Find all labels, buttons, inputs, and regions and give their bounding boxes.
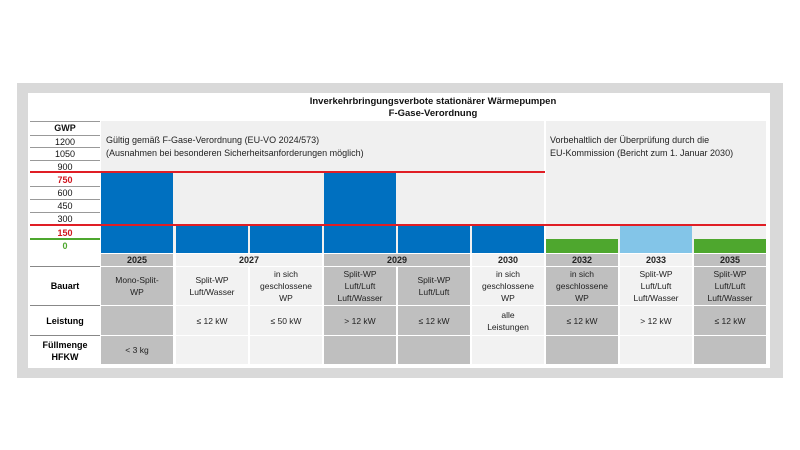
- cell-bauart: in sich geschlossene WP: [250, 267, 322, 305]
- note-line: EU-Kommission (Bericht zum 1. Januar 203…: [550, 148, 734, 158]
- axis-tick: 600: [30, 186, 100, 199]
- axis-tick: 1200: [30, 135, 100, 148]
- year-header: 2033: [620, 254, 692, 266]
- note-valid: Gültig gemäß F-Gase-Verordnung (EU-VO 20…: [106, 134, 364, 160]
- year-header: 2032: [546, 254, 618, 266]
- cell-bauart: Split-WP Luft/Luft Luft/Wasser: [694, 267, 766, 305]
- note-line: Vorbehaltlich der Überprüfung durch die: [550, 135, 710, 145]
- bar-2029: [324, 173, 396, 253]
- limit-line-750: [30, 171, 545, 173]
- cell-leistung: > 12 kW: [620, 306, 692, 335]
- title: Inverkehrbringungsverbote stationärer Wä…: [309, 96, 557, 107]
- cell-leistung: ≤ 50 kW: [250, 306, 322, 335]
- note-line: Gültig gemäß F-Gase-Verordnung (EU-VO 20…: [106, 135, 320, 145]
- axis-tick: 450: [30, 199, 100, 212]
- cell-fuellmenge: [398, 336, 470, 364]
- cell-leistung: ≤ 12 kW: [398, 306, 470, 335]
- axis-tick: 0: [62, 241, 68, 251]
- cell-leistung: ≤ 12 kW: [694, 306, 766, 335]
- bar-2027: [176, 226, 248, 253]
- row-label-leistung: Leistung: [30, 305, 100, 335]
- axis-tick: 300: [30, 212, 100, 225]
- cell-fuellmenge: [546, 336, 618, 364]
- cell-fuellmenge: < 3 kg: [101, 336, 173, 364]
- cell-bauart: Split-WP Luft/Luft: [398, 267, 470, 305]
- axis-label: GWP: [30, 121, 100, 134]
- year-header: 2035: [694, 254, 766, 266]
- bar-2030: [472, 226, 544, 253]
- bar-2033: [620, 226, 692, 253]
- year-header: 2025: [101, 254, 173, 266]
- cell-fuellmenge: [176, 336, 248, 364]
- subtitle: F-Gase-Verordnung: [388, 108, 478, 119]
- axis-tick: 750: [57, 175, 73, 185]
- row-label-fuellmenge: Füllmenge HFKW: [30, 335, 100, 365]
- cell-fuellmenge: [250, 336, 322, 364]
- cell-leistung: ≤ 12 kW: [546, 306, 618, 335]
- cell-bauart: Split-WP Luft/Luft Luft/Wasser: [620, 267, 692, 305]
- cell-bauart: Split-WP Luft/Luft Luft/Wasser: [324, 267, 396, 305]
- row-label-fuellmenge-text: HFKW: [51, 351, 79, 362]
- limit-line-150: [30, 224, 766, 226]
- cell-fuellmenge: [620, 336, 692, 364]
- cell-leistung: > 12 kW: [324, 306, 396, 335]
- note-line: (Ausnahmen bei besonderen Sicherheitsanf…: [106, 148, 364, 158]
- cell-bauart: Mono-Split- WP: [101, 267, 173, 305]
- axis-tick: 150: [57, 228, 73, 238]
- panel-valid: [101, 121, 544, 253]
- cell-fuellmenge: [472, 336, 544, 364]
- bar-2029: [398, 226, 470, 253]
- cell-leistung: [101, 306, 173, 335]
- cell-fuellmenge: [324, 336, 396, 364]
- cell-bauart: in sich geschlossene WP: [472, 267, 544, 305]
- cell-fuellmenge: [694, 336, 766, 364]
- cell-bauart: in sich geschlossene WP: [546, 267, 618, 305]
- cell-leistung: ≤ 12 kW: [176, 306, 248, 335]
- bar-2032: [546, 239, 618, 253]
- year-header: 2030: [472, 254, 544, 266]
- row-label-fuellmenge-text: Füllmenge: [42, 339, 88, 350]
- year-header: 2029: [324, 254, 470, 266]
- year-header: 2027: [176, 254, 322, 266]
- row-label-bauart: Bauart: [30, 266, 100, 305]
- row-label-leistung-text: Leistung: [46, 315, 84, 326]
- axis-tick: 1050: [30, 147, 100, 160]
- limit-line-0: [30, 238, 100, 240]
- bar-2025: [101, 173, 173, 253]
- note-pending: Vorbehaltlich der Überprüfung durch die E…: [550, 134, 733, 160]
- bar-2027: [250, 226, 322, 253]
- cell-leistung: alle Leistungen: [472, 306, 544, 335]
- cell-bauart: Split-WP Luft/Wasser: [176, 267, 248, 305]
- row-label-bauart-text: Bauart: [50, 281, 80, 291]
- bar-2035: [694, 239, 766, 253]
- axis-tick: 900: [30, 160, 100, 173]
